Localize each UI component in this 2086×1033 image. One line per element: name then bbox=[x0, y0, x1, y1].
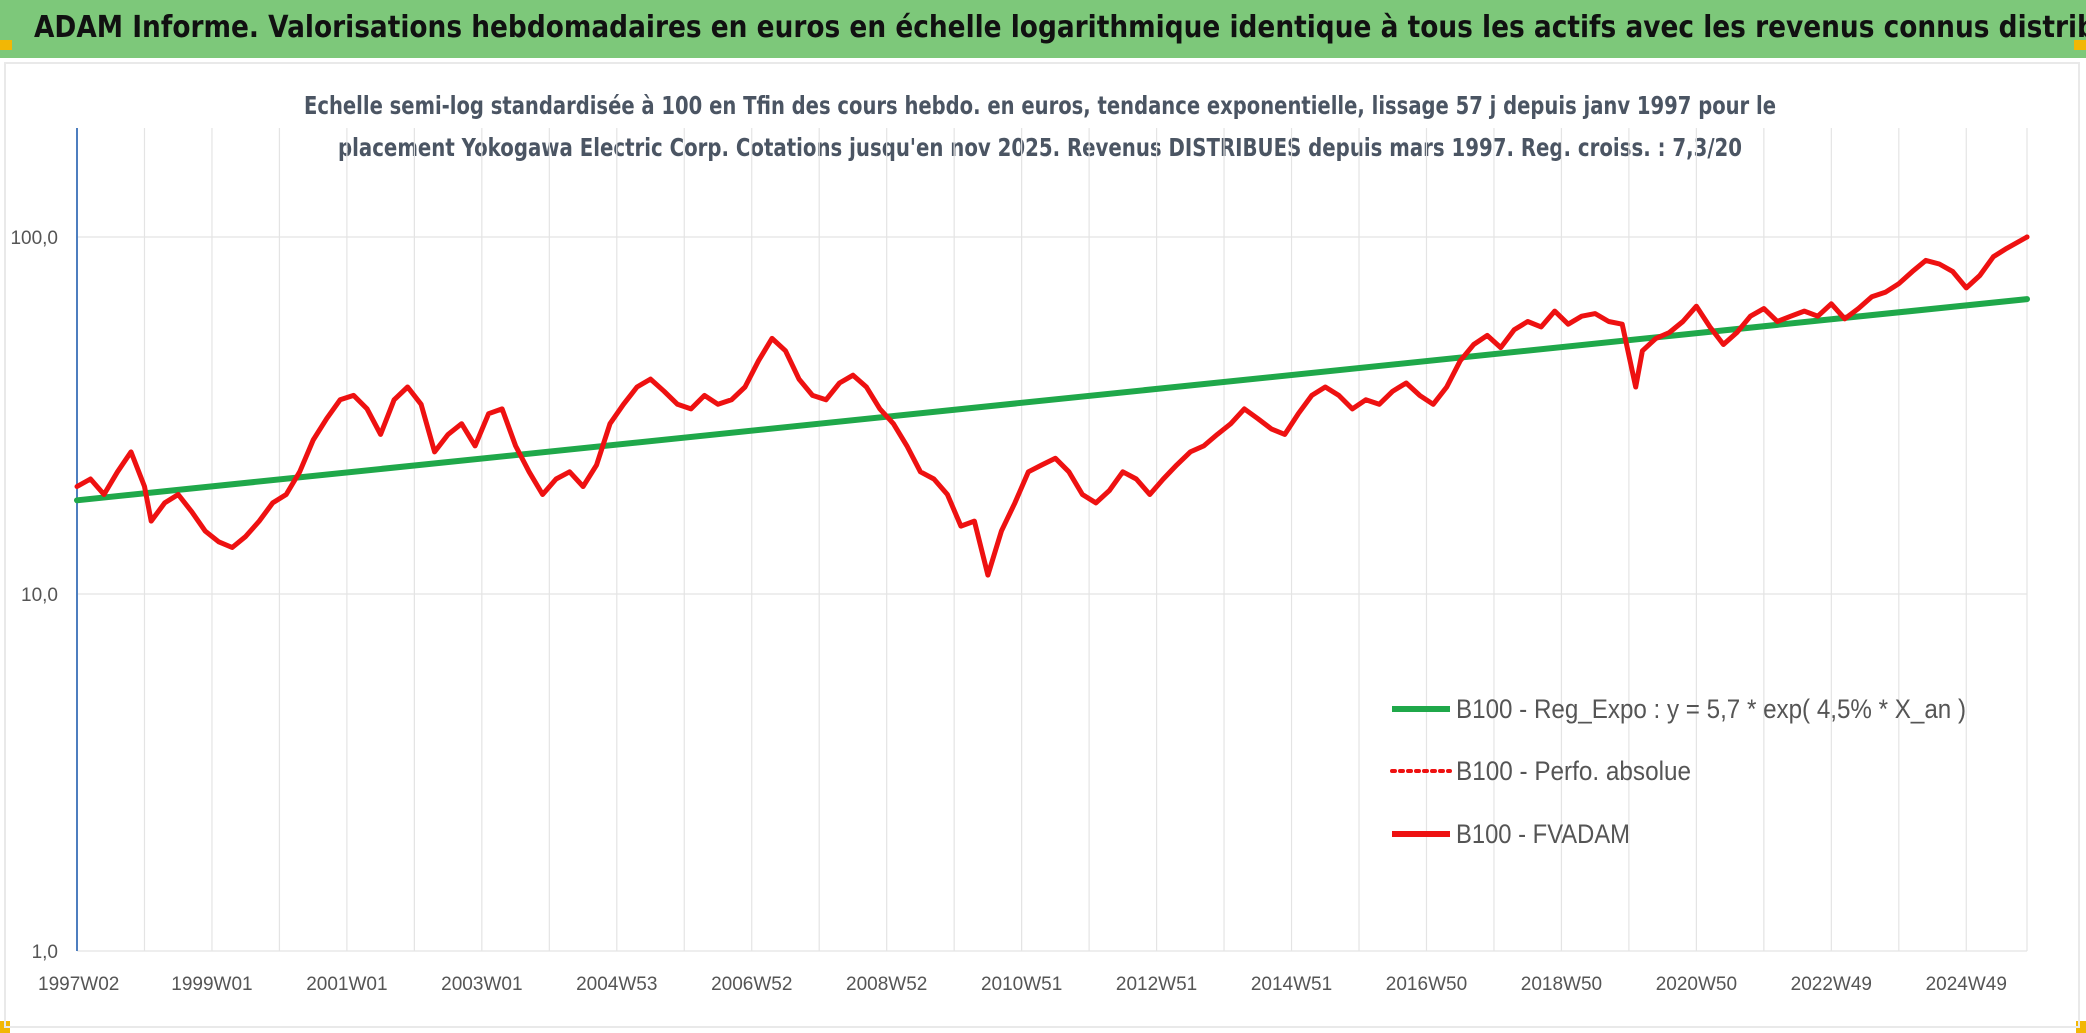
x-tick-label: 2012W51 bbox=[1116, 974, 1197, 995]
chart-frame bbox=[4, 62, 2080, 1028]
page-title: ADAM Informe. Valorisations hebdomadaire… bbox=[34, 10, 2086, 45]
fvadam-series-line bbox=[74, 234, 2030, 578]
x-tick-label: 2020W50 bbox=[1656, 974, 1737, 995]
x-tick-label: 2016W50 bbox=[1386, 974, 1467, 995]
x-tick-label: 2018W50 bbox=[1521, 974, 1602, 995]
x-tick-label: 2014W51 bbox=[1251, 974, 1332, 995]
legend: B100 - Reg_Expo : y = 5,7 * exp( 4,5% * … bbox=[1390, 694, 1966, 849]
series bbox=[74, 234, 2030, 578]
chart-subtitle-line-1: Echelle semi-log standardisée à 100 en T… bbox=[304, 91, 1776, 120]
chart-subtitle-line-2: placement Yokogawa Electric Corp. Cotati… bbox=[338, 133, 1742, 162]
x-tick-label: 2004W53 bbox=[576, 974, 657, 995]
x-tick-label: 2008W52 bbox=[846, 974, 927, 995]
x-tick-label: 2001W01 bbox=[306, 974, 387, 995]
x-tick-label: 1997W02 bbox=[38, 974, 119, 995]
y-tick-label: 100,0 bbox=[10, 228, 58, 249]
regression-line bbox=[74, 296, 2030, 504]
legend-label-regression: B100 - Reg_Expo : y = 5,7 * exp( 4,5% * … bbox=[1456, 694, 1966, 724]
x-tick-label: 2022W49 bbox=[1791, 974, 1872, 995]
x-tick-label: 1999W01 bbox=[171, 974, 252, 995]
y-tick-label: 10,0 bbox=[21, 585, 58, 606]
x-tick-label: 2024W49 bbox=[1926, 974, 2007, 995]
corner-accent-top-right bbox=[2074, 40, 2086, 50]
x-tick-label: 2003W01 bbox=[441, 974, 522, 995]
y-tick-label: 1,0 bbox=[32, 942, 58, 963]
grid bbox=[77, 128, 2028, 952]
corner-accent-bottom-right bbox=[2076, 1021, 2086, 1033]
header-banner: ADAM Informe. Valorisations hebdomadaire… bbox=[0, 0, 2086, 58]
x-tick-label: 2010W51 bbox=[981, 974, 1062, 995]
x-tick-label: 2006W52 bbox=[711, 974, 792, 995]
y-axis-ticks: 1,0 10,0 100,0 bbox=[10, 228, 58, 963]
x-axis-ticks: 1997W02 1999W01 2001W01 2003W01 2004W53 2006W… bbox=[38, 974, 2007, 995]
performance-series-point bbox=[2024, 234, 2030, 240]
legend-label-fvadam: B100 - FVADAM bbox=[1456, 819, 1630, 849]
corner-accent-top-left bbox=[0, 40, 12, 50]
legend-label-performance: B100 - Perfo. absolue bbox=[1456, 756, 1691, 786]
